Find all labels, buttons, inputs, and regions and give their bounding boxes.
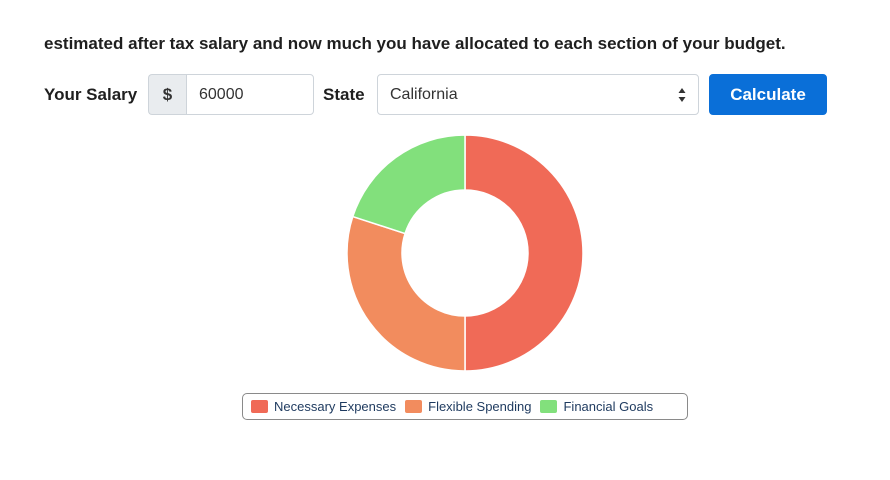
salary-label: Your Salary	[44, 84, 138, 104]
slice-financial-goals	[351, 134, 466, 235]
intro-text: estimated after tax salary and now much …	[44, 34, 786, 53]
legend-item-financial-goals: Financial Goals	[540, 399, 653, 414]
currency-addon: $	[148, 74, 186, 115]
legend-item-necessary-expenses: Necessary Expenses	[251, 399, 396, 414]
salary-input[interactable]	[186, 74, 314, 115]
state-selected-value: California	[390, 85, 458, 103]
state-select[interactable]: California	[377, 74, 699, 115]
legend-swatch-flexible-spending	[405, 400, 423, 413]
budget-doughnut-chart	[346, 134, 584, 372]
slice-necessary-expenses	[464, 134, 584, 372]
legend-label-necessary-expenses: Necessary Expenses	[274, 399, 397, 414]
legend-label-financial-goals: Financial Goals	[563, 399, 654, 414]
salary-input-group: $	[148, 74, 314, 115]
legend-item-flexible-spending: Flexible Spending	[405, 399, 531, 414]
calculate-button[interactable]: Calculate	[709, 74, 827, 115]
legend-swatch-financial-goals	[540, 400, 558, 413]
state-label: State	[323, 84, 365, 104]
chart-legend: Necessary Expenses Flexible Spending Finan…	[242, 393, 688, 420]
legend-swatch-necessary-expenses	[251, 400, 268, 413]
salary-form: Your Salary $ State California Calculate	[44, 74, 827, 115]
legend-label-flexible-spending: Flexible Spending	[428, 399, 532, 414]
slice-flexible-spending	[346, 215, 466, 372]
up-down-caret-icon	[678, 88, 686, 102]
